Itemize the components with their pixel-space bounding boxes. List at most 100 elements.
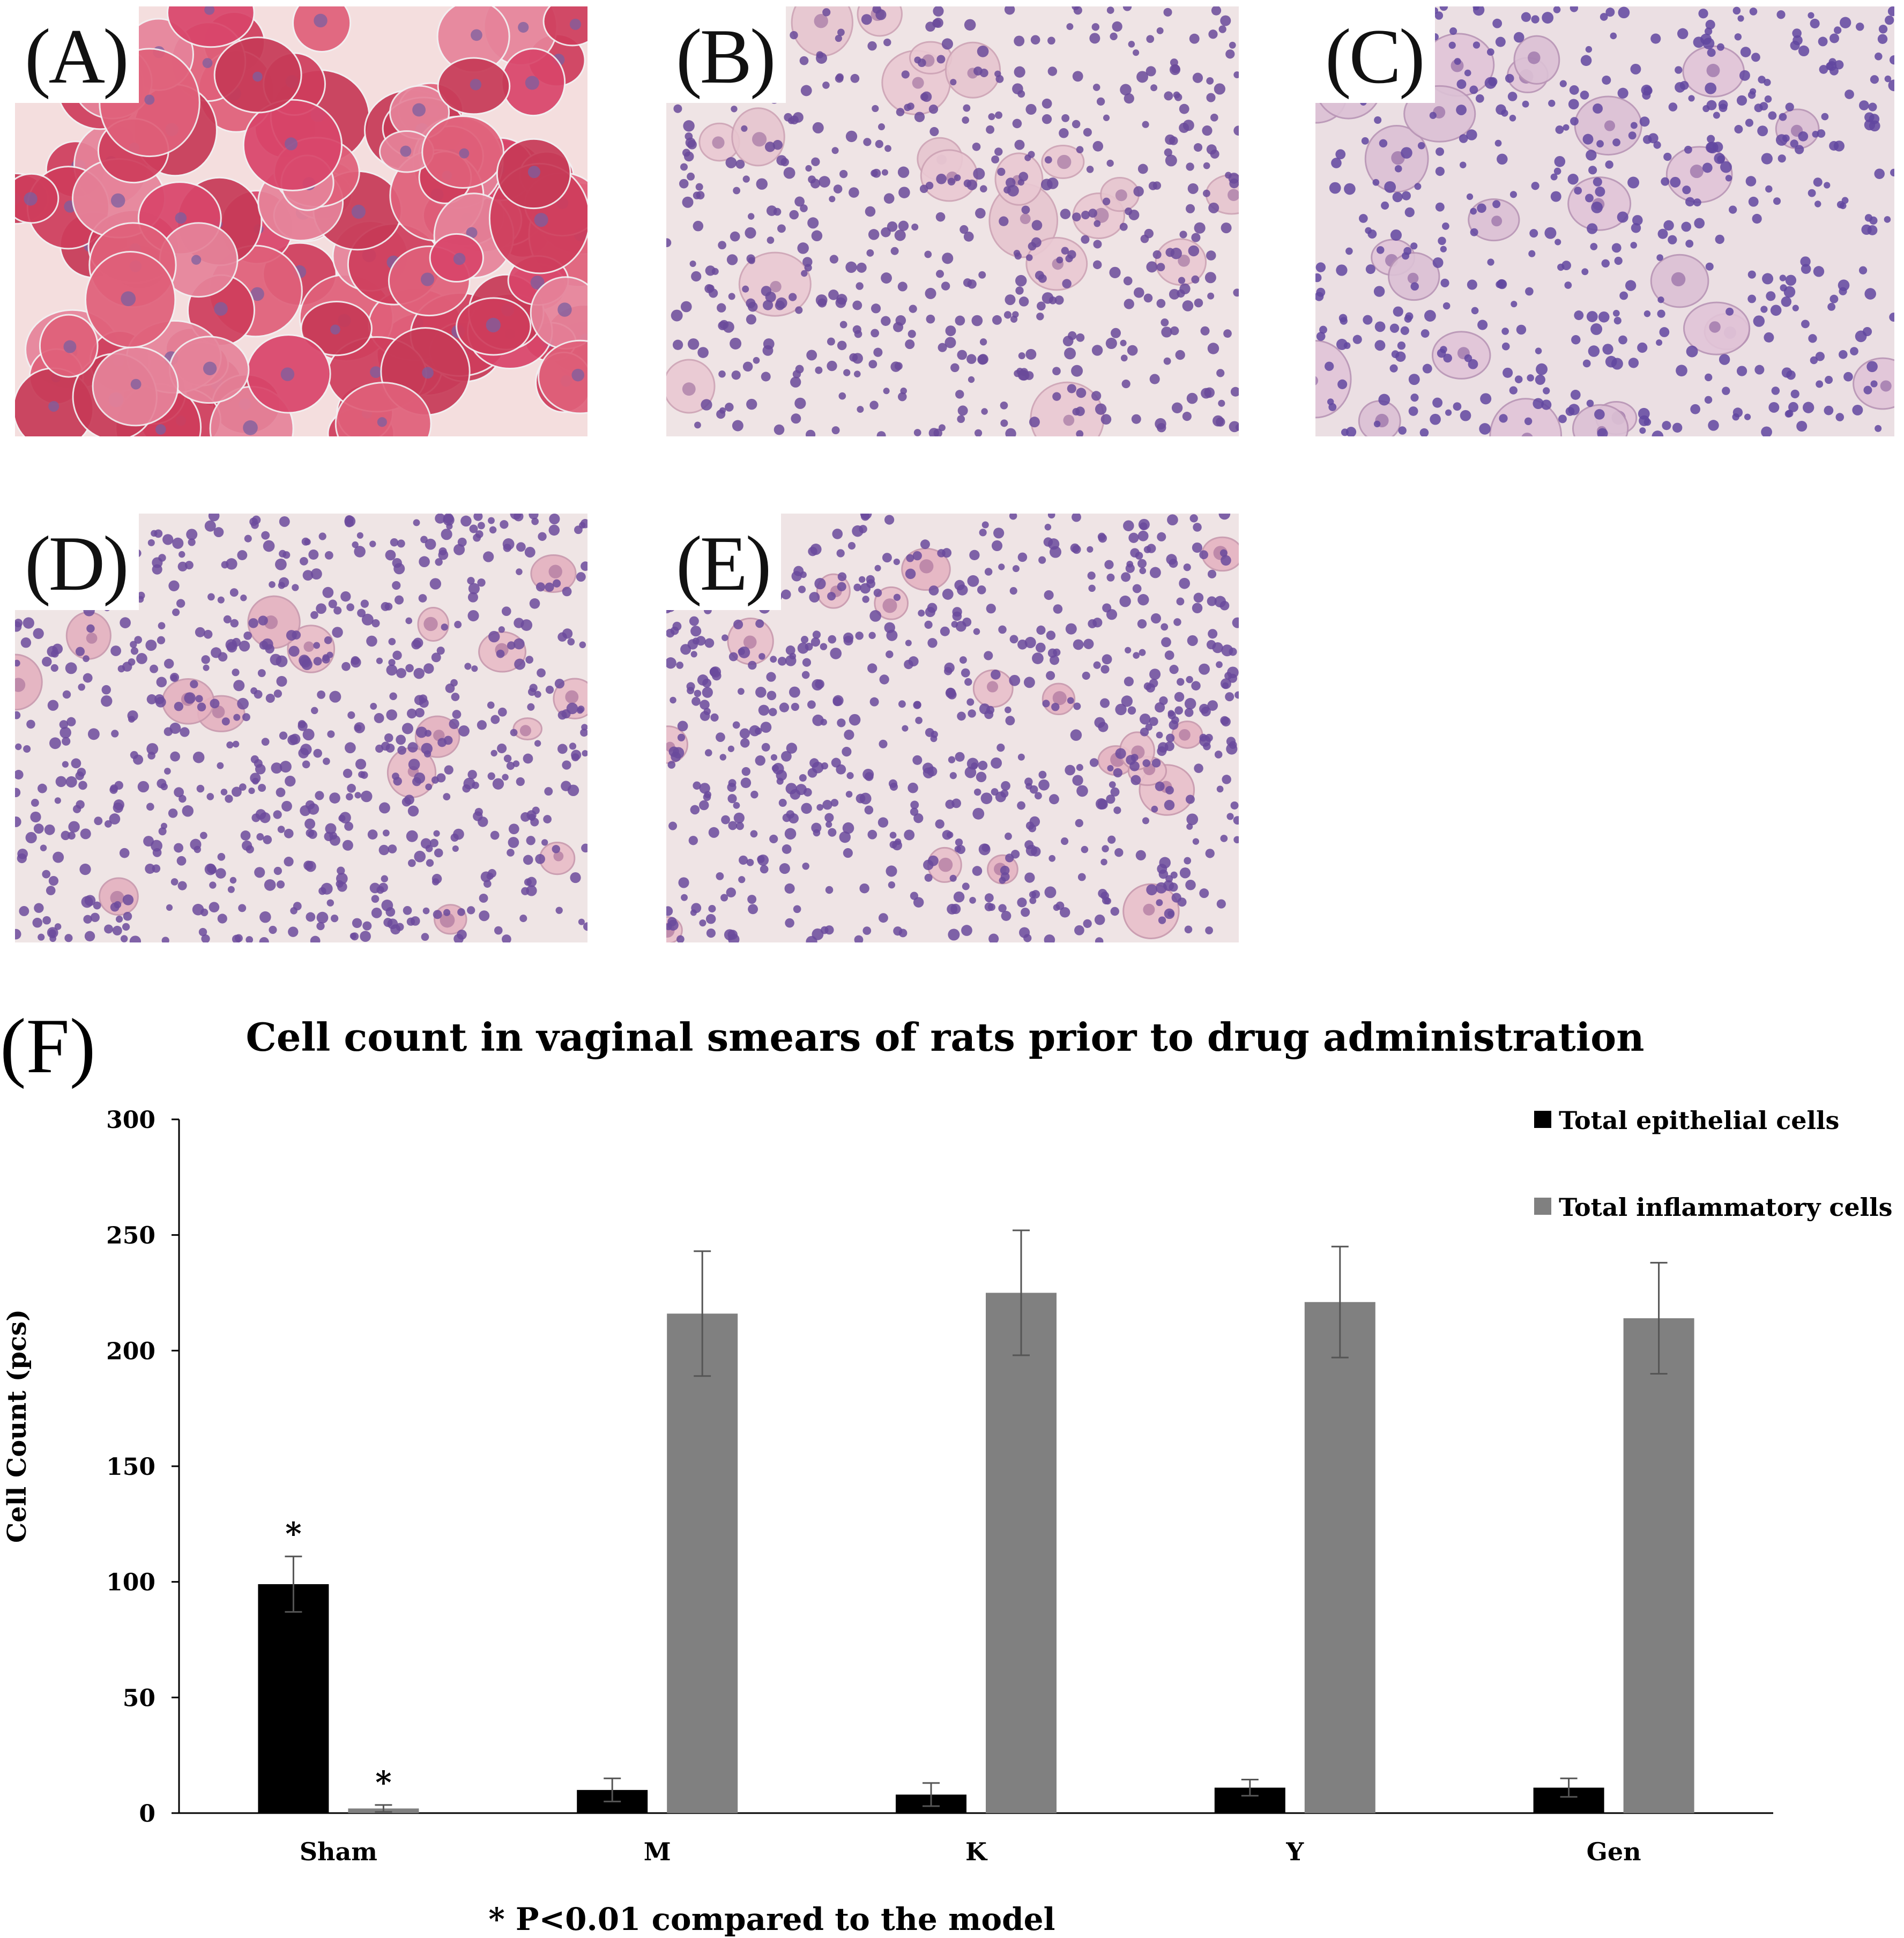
legend-swatch-inflammatory	[1534, 1198, 1551, 1215]
inflammatory-cell	[1639, 116, 1650, 127]
inflammatory-cell	[928, 585, 939, 596]
inflammatory-cell	[725, 403, 734, 412]
inflammatory-cell	[950, 79, 957, 86]
inflammatory-cell	[1072, 71, 1083, 82]
inflammatory-cell	[306, 912, 316, 922]
inflammatory-cell	[269, 925, 277, 934]
inflammatory-cell	[233, 714, 241, 721]
inflammatory-cell	[1625, 280, 1637, 291]
cell-nucleus	[882, 598, 897, 613]
inflammatory-cell	[1005, 833, 1012, 840]
inflammatory-cell	[1544, 227, 1557, 239]
inflammatory-cell	[912, 755, 923, 765]
inflammatory-cell	[673, 104, 682, 113]
inflammatory-cell	[1073, 702, 1081, 710]
inflammatory-cell	[1361, 137, 1369, 145]
inflammatory-cell	[508, 823, 519, 835]
inflammatory-cell	[405, 617, 413, 625]
inflammatory-cell	[698, 800, 709, 811]
inflammatory-cell	[790, 115, 799, 125]
inflammatory-cell	[1193, 523, 1202, 532]
inflammatory-cell	[672, 621, 682, 631]
inflammatory-cell	[329, 792, 340, 804]
inflammatory-cell	[502, 538, 515, 550]
inflammatory-cell	[1819, 65, 1828, 74]
inflammatory-cell	[244, 534, 252, 543]
cell-nucleus	[519, 725, 531, 737]
cell-nucleus	[314, 13, 328, 28]
inflammatory-cell	[1460, 161, 1467, 168]
inflammatory-cell	[739, 728, 750, 739]
inflammatory-cell	[1675, 81, 1685, 93]
inflammatory-cell	[1747, 91, 1756, 99]
cell-nucleus	[175, 212, 187, 224]
inflammatory-cell	[1048, 855, 1056, 862]
inflammatory-cell	[884, 145, 891, 152]
inflammatory-cell	[1676, 365, 1687, 377]
inflammatory-cell	[801, 636, 809, 644]
inflammatory-cell	[1145, 723, 1153, 731]
inflammatory-cell	[1216, 661, 1223, 669]
inflammatory-cell	[1124, 299, 1134, 309]
inflammatory-cell	[1392, 192, 1403, 203]
inflammatory-cell	[496, 649, 505, 658]
inflammatory-cell	[458, 725, 470, 737]
inflammatory-cell	[507, 849, 515, 857]
inflammatory-cell	[25, 831, 37, 844]
inflammatory-cell	[1169, 289, 1180, 300]
inflammatory-cell	[157, 778, 167, 789]
inflammatory-cell	[1516, 324, 1527, 335]
inflammatory-cell	[1050, 655, 1060, 665]
inflammatory-cell	[1668, 102, 1678, 112]
inflammatory-cell	[1047, 514, 1055, 519]
inflammatory-cell	[767, 690, 777, 701]
inflammatory-cell	[918, 610, 925, 617]
cell-nucleus	[565, 690, 579, 704]
inflammatory-cell	[487, 701, 495, 709]
inflammatory-cell	[232, 669, 240, 677]
inflammatory-cell	[762, 345, 774, 356]
inflammatory-cell	[791, 413, 801, 424]
inflammatory-cell	[1610, 32, 1617, 40]
inflammatory-cell	[810, 637, 821, 647]
inflammatory-cell	[1004, 6, 1015, 15]
inflammatory-cell	[955, 315, 965, 326]
inflammatory-cell	[218, 652, 228, 662]
inflammatory-cell	[300, 556, 308, 566]
inflammatory-cell	[192, 903, 204, 916]
inflammatory-cell	[1082, 671, 1090, 680]
inflammatory-cell	[691, 271, 702, 282]
inflammatory-cell	[793, 905, 801, 914]
inflammatory-cell	[898, 700, 906, 708]
inflammatory-cell	[886, 865, 897, 877]
inflammatory-cell	[1745, 118, 1753, 127]
inflammatory-cell	[172, 608, 180, 617]
inflammatory-cell	[1025, 844, 1037, 856]
inflammatory-cell	[1038, 274, 1047, 283]
inflammatory-cell	[1061, 247, 1069, 255]
inflammatory-cell	[1052, 392, 1061, 401]
inflammatory-cell	[690, 651, 697, 658]
inflammatory-cell	[337, 866, 345, 875]
inflammatory-cell	[1025, 103, 1037, 115]
inflammatory-cell	[1771, 387, 1780, 395]
inflammatory-cell	[430, 838, 438, 848]
inflammatory-cell	[415, 726, 427, 738]
inflammatory-cell	[897, 281, 908, 292]
inflammatory-cell	[433, 910, 442, 919]
cell-nucleus	[191, 255, 202, 265]
cell-nucleus	[1407, 272, 1419, 284]
inflammatory-cell	[453, 828, 464, 840]
inflammatory-cell	[1764, 332, 1774, 343]
inflammatory-cell	[1204, 272, 1216, 284]
cell-nucleus	[1020, 213, 1031, 225]
inflammatory-cell	[1814, 201, 1821, 207]
cell-nucleus	[144, 94, 155, 105]
inflammatory-cell	[1760, 306, 1768, 313]
inflammatory-cell	[895, 315, 906, 326]
inflammatory-cell	[868, 632, 876, 640]
inflammatory-cell	[1726, 307, 1734, 316]
inflammatory-cell	[397, 746, 406, 755]
inflammatory-cell	[1061, 114, 1070, 122]
inflammatory-cell	[1522, 100, 1529, 108]
